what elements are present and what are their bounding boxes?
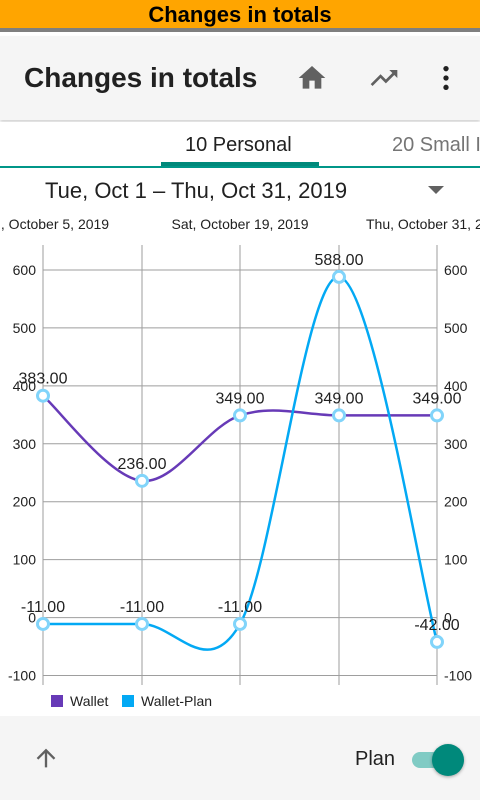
data-point [332, 408, 346, 423]
data-label: 349.00 [413, 390, 462, 407]
account-tabs: 10 Personal 20 Small I [0, 122, 480, 168]
y-tick-label-left: 500 [13, 320, 37, 336]
data-label: 383.00 [19, 371, 68, 388]
y-tick-label-right: 100 [444, 552, 468, 568]
data-label: -42.00 [414, 617, 459, 634]
data-point [233, 408, 247, 423]
date-range-selector[interactable]: Tue, Oct 1 – Thu, Oct 31, 2019 [45, 178, 348, 203]
tab-small-i[interactable]: 20 Small I [392, 134, 480, 156]
x-tick-label: Sat, October 19, 2019 [172, 216, 309, 232]
y-tick-label-right: 0 [444, 610, 452, 626]
data-point [36, 616, 50, 631]
trending-up-icon[interactable] [368, 62, 400, 94]
tab-selection-indicator [161, 162, 319, 166]
plan-toggle[interactable] [410, 744, 464, 776]
y-tick-label-right: -100 [444, 668, 472, 684]
arrow-up-icon[interactable] [32, 744, 60, 772]
dropdown-arrow-icon[interactable] [428, 186, 444, 194]
data-label: 349.00 [216, 390, 265, 407]
legend-swatch-wallet [51, 695, 63, 707]
app-bar: Changes in totals [0, 36, 480, 120]
y-tick-label-left: 300 [13, 436, 37, 452]
y-tick-label-left: -100 [8, 668, 36, 684]
x-tick-label: Thu, October 31, 2 [366, 216, 480, 232]
data-point [430, 634, 444, 649]
x-tick-label: , October 5, 2019 [1, 216, 109, 232]
window-title: Changes in totals [148, 2, 332, 27]
data-label: 588.00 [315, 252, 364, 269]
legend-label-wallet: Wallet [70, 693, 108, 709]
tab-personal[interactable]: 10 Personal [185, 134, 292, 156]
bottom-bar: Plan [0, 716, 480, 800]
legend-label-wallet-plan: Wallet-Plan [141, 693, 212, 709]
data-point [135, 473, 149, 488]
data-point [135, 616, 149, 631]
data-label: 236.00 [118, 456, 167, 473]
data-point [332, 269, 346, 284]
plan-label: Plan [355, 748, 396, 770]
totals-chart: 600 600 500 500 400 400 300 300 200 200 100 100 0 0 -1… [0, 205, 480, 715]
data-point [430, 408, 444, 423]
more-vert-icon[interactable] [430, 62, 462, 94]
data-label: 349.00 [315, 390, 364, 407]
window-title-bar: Changes in totals [0, 0, 480, 32]
y-tick-label-right: 500 [444, 320, 468, 336]
y-tick-label-left: 400 [13, 378, 37, 394]
page-title: Changes in totals [24, 62, 258, 93]
y-tick-label-left: 0 [28, 610, 36, 626]
data-label: -11.00 [218, 599, 262, 616]
y-tick-label-right: 400 [444, 378, 468, 394]
home-icon[interactable] [296, 62, 328, 94]
y-tick-label-left: 600 [13, 262, 37, 278]
plan-toggle-thumb [432, 744, 464, 776]
y-tick-label-right: 300 [444, 436, 468, 452]
data-label: -11.00 [21, 599, 65, 616]
legend-swatch-wallet-plan [122, 695, 134, 707]
y-tick-label-right: 200 [444, 494, 468, 510]
data-point [36, 388, 50, 403]
data-point [233, 616, 247, 631]
y-tick-label-left: 200 [13, 494, 37, 510]
data-label: -11.00 [120, 599, 164, 616]
y-tick-label-right: 600 [444, 262, 468, 278]
y-tick-label-left: 100 [13, 552, 37, 568]
